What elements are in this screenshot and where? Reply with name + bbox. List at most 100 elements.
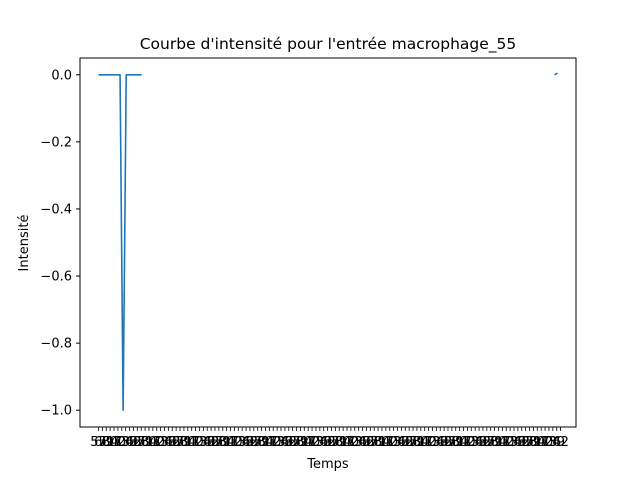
x-tick-label: 97: [339, 435, 356, 450]
x-tick-label: 68: [133, 435, 150, 450]
x-tick-label: 26: [195, 435, 212, 450]
x-tick-label: 39: [199, 435, 216, 450]
x-tick-label: 39: [354, 435, 371, 450]
x-tick-label: 55: [517, 435, 534, 450]
x-tick-label: 97: [106, 435, 123, 450]
x-tick-label: 13: [463, 435, 480, 450]
x-tick-label: 68: [444, 435, 461, 450]
x-tick-label: 97: [261, 435, 278, 450]
x-tick-label: 42: [280, 435, 297, 450]
x-tick-label: 00: [343, 435, 360, 450]
x-tick-label: 97: [494, 435, 511, 450]
x-tick-label: 68: [94, 435, 111, 450]
x-tick-label: 97: [222, 435, 239, 450]
x-tick-label: 26: [312, 435, 329, 450]
x-tick-label: 71: [486, 435, 503, 450]
x-tick-label: 97: [145, 435, 162, 450]
x-tick-label: 00: [537, 435, 554, 450]
x-tick-label: 55: [362, 435, 379, 450]
x-tick-label: 00: [420, 435, 437, 450]
x-tick-label: 39: [471, 435, 488, 450]
x-tick-label: 13: [230, 435, 247, 450]
x-tick-label: 26: [428, 435, 445, 450]
x-tick-label: 26: [389, 435, 406, 450]
x-tick-label: 39: [548, 435, 565, 450]
x-tick-label: 55: [168, 435, 185, 450]
x-tick-label: 42: [358, 435, 375, 450]
x-tick-label: 26: [117, 435, 134, 450]
x-tick-label: 00: [381, 435, 398, 450]
x-tick-label: 13: [114, 435, 131, 450]
x-tick-label: 71: [370, 435, 387, 450]
x-tick-label: 13: [308, 435, 325, 450]
series-line-segment-1: [98, 73, 142, 412]
x-tick-label: 13: [385, 435, 402, 450]
x-tick-label: 00: [110, 435, 127, 450]
x-tick-label: 97: [416, 435, 433, 450]
x-tick-label: 84: [490, 435, 507, 450]
plot-area: [98, 72, 558, 412]
y-axis: 0.0 −0.2 −0.4 −0.6 −0.8 −1.0: [40, 68, 80, 419]
y-tick-label: −0.4: [40, 202, 72, 217]
x-tick-label: 26: [234, 435, 251, 450]
x-tick-label: 55: [246, 435, 263, 450]
x-tick-label: 68: [288, 435, 305, 450]
x-tick-label: 39: [277, 435, 294, 450]
x-tick-label: 68: [366, 435, 383, 450]
x-tick-label: 84: [529, 435, 546, 450]
x-tick-label: 13: [502, 435, 519, 450]
x-tick-label: 71: [176, 435, 193, 450]
x-tick-label: 26: [506, 435, 523, 450]
x-tick-label: 71: [409, 435, 426, 450]
x-tick-label: 55: [90, 435, 107, 450]
x-tick-label: 42: [319, 435, 336, 450]
x-tick-label: 42: [436, 435, 453, 450]
x-tick-label: 97: [455, 435, 472, 450]
x-tick-label: 00: [187, 435, 204, 450]
x-tick-label: 26: [467, 435, 484, 450]
x-tick-label: 55: [284, 435, 301, 450]
x-tick-label: 13: [424, 435, 441, 450]
x-tick-label: 71: [525, 435, 542, 450]
x-tick-label: 55: [207, 435, 224, 450]
x-tick-label: 00: [226, 435, 243, 450]
y-tick-label: −0.2: [40, 135, 72, 150]
x-tick-label: 00: [148, 435, 165, 450]
x-tick-label: 84: [296, 435, 313, 450]
y-tick-label: −1.0: [40, 404, 72, 419]
x-tick-label: 68: [211, 435, 228, 450]
x-tick-label: 97: [378, 435, 395, 450]
x-tick-label: 71: [253, 435, 270, 450]
x-tick-label: 71: [214, 435, 231, 450]
x-tick-label: 26: [350, 435, 367, 450]
x-tick-label: 84: [141, 435, 158, 450]
y-tick-label: 0.0: [51, 68, 72, 83]
axes-frame: [79, 57, 577, 428]
x-tick-label: 42: [242, 435, 259, 450]
x-tick-label: 84: [335, 435, 352, 450]
x-tick-label: 68: [327, 435, 344, 450]
x-tick-label: 55: [440, 435, 457, 450]
x-tick-label: 84: [413, 435, 430, 450]
x-tick-label: 39: [160, 435, 177, 450]
y-axis-title: Intensité: [17, 215, 32, 272]
x-tick-label: 26: [273, 435, 290, 450]
x-tick-label: 84: [102, 435, 119, 450]
x-tick-label: 84: [374, 435, 391, 450]
x-tick-label: 55: [323, 435, 340, 450]
x-tick-label: 71: [447, 435, 464, 450]
x-tick-label: 39: [510, 435, 527, 450]
x-tick-label: 71: [292, 435, 309, 450]
x-tick-label: 26: [156, 435, 173, 450]
x-tick-label: 42: [513, 435, 530, 450]
x-tick-label: 55: [479, 435, 496, 450]
x-tick-label: 68: [482, 435, 499, 450]
x-tick-label: 13: [347, 435, 364, 450]
x-tick-label: 71: [331, 435, 348, 450]
x-tick-label: 71: [137, 435, 154, 450]
y-tick-label: −0.6: [40, 270, 72, 285]
x-tick-label: 13: [152, 435, 169, 450]
x-tick-label: 84: [180, 435, 197, 450]
